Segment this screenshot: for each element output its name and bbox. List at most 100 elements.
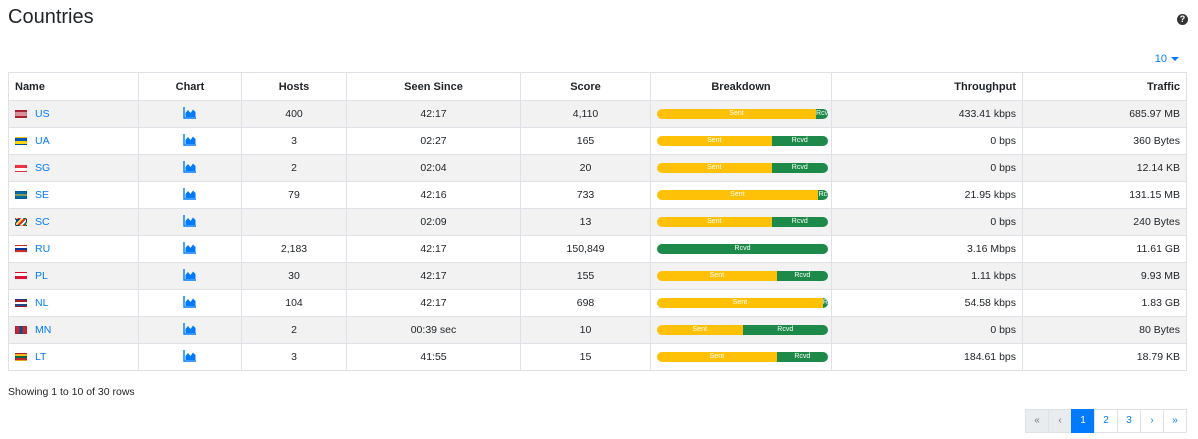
country-cell: NL	[8, 289, 139, 317]
breakdown-cell: Sent Rcvd	[650, 262, 832, 290]
chart-cell	[138, 181, 242, 209]
breakdown-bar: Sent R	[657, 298, 828, 308]
chart-cell	[138, 316, 242, 344]
country-name[interactable]: SE	[35, 189, 50, 201]
rcvd-segment: Rcvd	[657, 244, 828, 254]
traffic-cell: 80 Bytes	[1022, 316, 1187, 344]
sc-flag-icon	[15, 218, 27, 226]
throughput-cell: 54.58 kbps	[831, 289, 1023, 317]
header-breakdown: Breakdown	[650, 72, 832, 101]
chart-cell	[138, 154, 242, 182]
breakdown-cell: Sent Rcvd	[650, 343, 832, 371]
sent-segment: Sent	[657, 163, 772, 173]
header-hosts[interactable]: Hosts	[241, 72, 347, 101]
header-traffic[interactable]: Traffic	[1022, 72, 1187, 101]
page-size-dropdown[interactable]: 10	[1155, 53, 1179, 65]
first-page-button[interactable]: «	[1025, 409, 1049, 433]
country-name[interactable]: US	[35, 108, 50, 120]
score-cell: 4,110	[520, 100, 651, 128]
table-row: PL 30 42:17 155 Sent Rcvd 1.11 kbps 9.93…	[8, 262, 1187, 290]
ru-flag-icon	[15, 245, 27, 253]
pagination: « ‹ 1 2 3 › »	[1025, 409, 1187, 433]
country-name[interactable]: NL	[35, 297, 49, 309]
sent-segment: Sent	[657, 298, 823, 308]
throughput-cell: 21.95 kbps	[831, 181, 1023, 209]
caret-down-icon	[1171, 57, 1179, 61]
country-name[interactable]: LT	[35, 351, 47, 363]
seen-since-cell: 42:16	[346, 181, 521, 209]
country-name[interactable]: RU	[35, 243, 51, 255]
country-link[interactable]: SC	[15, 216, 132, 228]
country-link[interactable]: US	[15, 108, 132, 120]
seen-since-cell: 41:55	[346, 343, 521, 371]
table-row: SC 02:09 13 Sent Rcvd 0 bps 240 Bytes	[8, 208, 1187, 236]
rows-summary: Showing 1 to 10 of 30 rows	[8, 386, 135, 398]
country-name[interactable]: UA	[35, 135, 50, 147]
area-chart-icon[interactable]	[183, 349, 197, 362]
chart-cell	[138, 235, 242, 263]
area-chart-icon[interactable]	[183, 160, 197, 173]
score-cell: 155	[520, 262, 651, 290]
header-throughput[interactable]: Throughput	[831, 72, 1023, 101]
country-link[interactable]: NL	[15, 297, 132, 309]
chart-cell	[138, 289, 242, 317]
country-link[interactable]: SG	[15, 162, 132, 174]
table-row: SG 2 02:04 20 Sent Rcvd 0 bps 12.14 KB	[8, 154, 1187, 182]
area-chart-icon[interactable]	[183, 214, 197, 227]
throughput-cell: 1.11 kbps	[831, 262, 1023, 290]
breakdown-bar: Rcvd	[657, 244, 828, 254]
country-link[interactable]: PL	[15, 270, 132, 282]
page-size-value: 10	[1154, 53, 1167, 65]
area-chart-icon[interactable]	[183, 187, 197, 200]
country-link[interactable]: LT	[15, 351, 132, 363]
last-page-button[interactable]: »	[1163, 409, 1187, 433]
table-row: MN 2 00:39 sec 10 Sent Rcvd 0 bps 80 Byt…	[8, 316, 1187, 344]
help-icon[interactable]: ?	[1177, 14, 1188, 25]
country-link[interactable]: SE	[15, 189, 132, 201]
sent-segment: Sent	[657, 271, 777, 281]
traffic-cell: 11.61 GB	[1022, 235, 1187, 263]
page-3-button[interactable]: 3	[1117, 409, 1141, 433]
area-chart-icon[interactable]	[183, 322, 197, 335]
traffic-cell: 18.79 KB	[1022, 343, 1187, 371]
throughput-cell: 184.61 bps	[831, 343, 1023, 371]
country-name[interactable]: PL	[35, 270, 48, 282]
country-link[interactable]: UA	[15, 135, 132, 147]
score-cell: 15	[520, 343, 651, 371]
header-seen-since[interactable]: Seen Since	[346, 72, 521, 101]
rcvd-segment: Rcvd	[771, 217, 828, 227]
area-chart-icon[interactable]	[183, 295, 197, 308]
hosts-cell: 30	[241, 262, 347, 290]
area-chart-icon[interactable]	[183, 268, 197, 281]
area-chart-icon[interactable]	[183, 241, 197, 254]
breakdown-bar: Sent Rcvd	[657, 352, 828, 362]
table-header-row: Name Chart Hosts Seen Since Score Breakd…	[8, 72, 1187, 101]
country-link[interactable]: MN	[15, 324, 132, 336]
next-page-button[interactable]: ›	[1140, 409, 1164, 433]
prev-page-button[interactable]: ‹	[1048, 409, 1072, 433]
country-name[interactable]: SG	[35, 162, 51, 174]
table-row: NL 104 42:17 698 Sent R 54.58 kbps 1.83 …	[8, 289, 1187, 317]
rcvd-segment: Rcv	[816, 109, 828, 119]
nl-flag-icon	[15, 299, 27, 307]
country-name[interactable]: SC	[35, 216, 50, 228]
hosts-cell: 104	[241, 289, 347, 317]
header-score[interactable]: Score	[520, 72, 651, 101]
page-1-button[interactable]: 1	[1071, 409, 1095, 433]
table-row: RU 2,183 42:17 150,849 Rcvd 3.16 Mbps 11…	[8, 235, 1187, 263]
area-chart-icon[interactable]	[183, 133, 197, 146]
hosts-cell: 79	[241, 181, 347, 209]
breakdown-cell: Sent Rcvd	[650, 208, 832, 236]
rcvd-segment: Rc	[817, 190, 828, 200]
country-cell: SG	[8, 154, 139, 182]
header-name[interactable]: Name	[8, 72, 139, 101]
sg-flag-icon	[15, 164, 27, 172]
seen-since-cell: 42:17	[346, 100, 521, 128]
country-link[interactable]: RU	[15, 243, 132, 255]
page-2-button[interactable]: 2	[1094, 409, 1118, 433]
chart-cell	[138, 262, 242, 290]
rcvd-segment: Rcvd	[776, 352, 828, 362]
country-name[interactable]: MN	[35, 324, 52, 336]
seen-since-cell: 02:09	[346, 208, 521, 236]
area-chart-icon[interactable]	[183, 106, 197, 119]
